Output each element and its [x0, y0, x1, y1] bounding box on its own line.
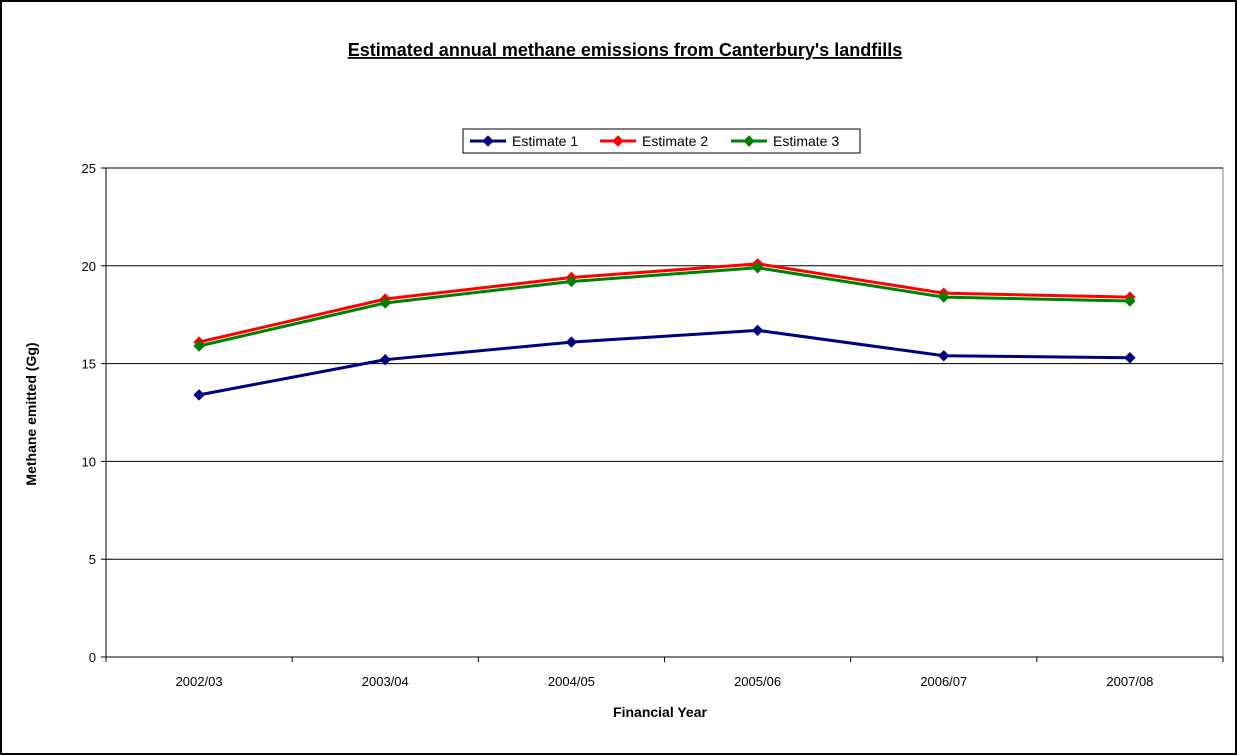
x-tick-label: 2002/03 [176, 674, 223, 689]
plot-area [105, 167, 1224, 658]
chart-title: Estimated annual methane emissions from … [348, 40, 902, 60]
y-tick-label: 0 [89, 650, 96, 665]
series-line-1 [198, 328, 1130, 397]
gridlines [106, 167, 1223, 560]
y-tick-label: 15 [82, 357, 96, 372]
legend-label-1: Estimate 1 [512, 133, 578, 149]
data-point-series-3 [193, 340, 205, 352]
y-tick-label: 25 [82, 161, 96, 176]
legend-label-3: Estimate 3 [773, 133, 839, 149]
data-point-series-1 [1124, 352, 1136, 364]
x-tick-label: 2006/07 [920, 674, 967, 689]
legend-marker-1 [482, 135, 494, 147]
series-line-2 [198, 262, 1130, 344]
x-tick-label: 2007/08 [1106, 674, 1153, 689]
data-point-series-3 [1124, 295, 1136, 307]
x-axis-title: Financial Year [613, 704, 707, 720]
legend: Estimate 1 Estimate 2 Estimate 3 [462, 128, 861, 154]
y-tick-label: 20 [82, 259, 96, 274]
legend-marker-3 [743, 135, 755, 147]
data-point-series-1 [938, 350, 950, 362]
data-point-series-1 [379, 353, 391, 366]
y-tick-label: 5 [89, 552, 96, 567]
y-tick-label: 10 [82, 454, 96, 469]
data-point-series-3 [565, 275, 578, 288]
y-axis: 0 5 10 15 20 25 [82, 161, 107, 665]
x-tick-label: 2004/05 [548, 674, 595, 689]
y-axis-title: Methane emitted (Gg) [23, 342, 39, 485]
data-point-series-3 [379, 297, 391, 309]
legend-marker-2 [612, 135, 624, 147]
legend-label-2: Estimate 2 [642, 133, 708, 149]
x-tick-label: 2003/04 [362, 674, 409, 689]
data-point-series-1 [193, 389, 205, 401]
data-point-series-3 [938, 291, 950, 303]
data-point-series-3 [751, 262, 764, 274]
series-line-3 [198, 266, 1130, 348]
data-point-series-1 [565, 336, 578, 348]
data-point-series-1 [751, 324, 764, 337]
legend-box [462, 128, 861, 154]
x-tick-label: 2005/06 [734, 674, 781, 689]
x-axis: 2002/03 2003/04 2004/05 2005/06 2006/07 2007/… [105, 656, 1224, 689]
series-layer [193, 258, 1136, 401]
